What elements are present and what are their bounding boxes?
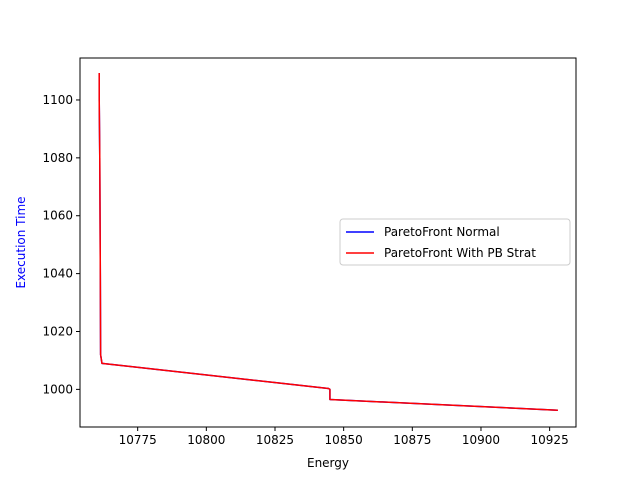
x-tick-label: 10775 [119,433,157,447]
x-tick-label: 10825 [256,433,294,447]
legend-label-2: ParetoFront With PB Strat [384,246,536,260]
series-line-2 [98,73,558,411]
y-tick-label: 1080 [42,151,73,165]
legend-label-1: ParetoFront Normal [384,225,500,239]
legend: ParetoFront Normal ParetoFront With PB St… [339,218,571,266]
y-tick-label: 1100 [42,93,73,107]
y-tick-label: 1060 [42,209,73,223]
x-tick-label: 10850 [325,433,363,447]
x-axis-ticks: 10775 10800 10825 10850 10875 10900 10925 [119,427,569,447]
plot-lines [98,73,558,411]
x-tick-label: 10925 [531,433,569,447]
y-tick-label: 1040 [42,267,73,281]
y-tick-label: 1020 [42,324,73,338]
x-tick-label: 10875 [393,433,431,447]
y-tick-label: 1000 [42,382,73,396]
x-tick-label: 10800 [187,433,225,447]
x-tick-label: 10900 [462,433,500,447]
y-axis-ticks: 1000 1020 1040 1060 1080 1100 [42,93,80,396]
x-axis-label: Energy [307,456,349,470]
legend-box [339,218,571,266]
axes-frame [79,57,577,428]
y-axis-label: Execution Time [14,196,28,288]
